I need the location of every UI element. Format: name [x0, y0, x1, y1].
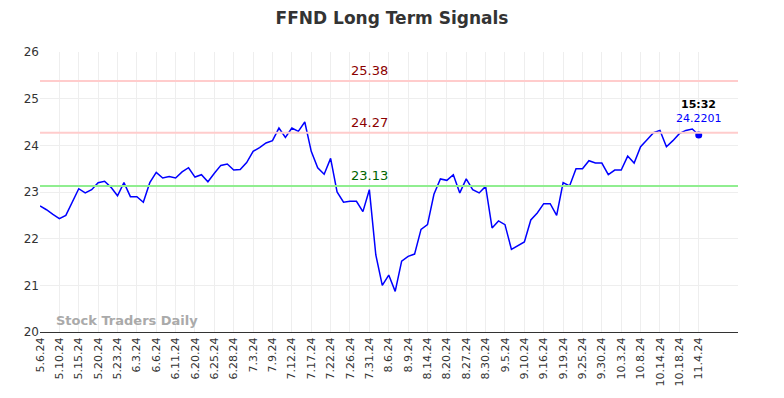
- svg-text:8.20.24: 8.20.24: [440, 337, 453, 379]
- svg-text:22: 22: [24, 232, 39, 246]
- svg-text:26: 26: [24, 45, 39, 59]
- svg-text:9.10.24: 9.10.24: [518, 337, 531, 379]
- svg-text:7.26.24: 7.26.24: [344, 337, 357, 379]
- svg-text:10.14.24: 10.14.24: [654, 337, 667, 386]
- svg-text:6.28.24: 6.28.24: [227, 337, 240, 379]
- svg-text:8.14.24: 8.14.24: [421, 337, 434, 379]
- svg-text:10.3.24: 10.3.24: [615, 337, 628, 379]
- svg-text:FFND Long Term Signals: FFND Long Term Signals: [276, 8, 509, 28]
- svg-text:23.13: 23.13: [351, 168, 388, 183]
- svg-text:20: 20: [24, 325, 39, 339]
- svg-text:5.23.24: 5.23.24: [111, 337, 124, 379]
- svg-text:24: 24: [24, 139, 39, 153]
- svg-text:15:32: 15:32: [681, 98, 716, 111]
- svg-text:9.19.24: 9.19.24: [557, 337, 570, 379]
- svg-text:8.9.24: 8.9.24: [402, 337, 415, 372]
- svg-text:6.11.24: 6.11.24: [169, 337, 182, 379]
- svg-text:21: 21: [24, 279, 39, 293]
- svg-text:7.3.24: 7.3.24: [247, 337, 260, 372]
- svg-text:7.9.24: 7.9.24: [266, 337, 279, 372]
- svg-text:8.30.24: 8.30.24: [479, 337, 492, 379]
- svg-text:11.4.24: 11.4.24: [692, 337, 705, 379]
- svg-text:Stock Traders Daily: Stock Traders Daily: [56, 313, 198, 328]
- svg-text:9.25.24: 9.25.24: [576, 337, 589, 379]
- svg-text:7.12.24: 7.12.24: [285, 337, 298, 379]
- svg-text:9.16.24: 9.16.24: [537, 337, 550, 379]
- svg-text:25.38: 25.38: [351, 63, 388, 78]
- svg-text:7.17.24: 7.17.24: [305, 337, 318, 379]
- svg-text:9.5.24: 9.5.24: [499, 337, 512, 372]
- svg-text:5.6.24: 5.6.24: [34, 337, 47, 372]
- svg-text:5.20.24: 5.20.24: [92, 337, 105, 379]
- svg-text:24.27: 24.27: [351, 115, 388, 130]
- svg-text:25: 25: [24, 92, 39, 106]
- svg-text:23: 23: [24, 185, 39, 199]
- svg-text:6.20.24: 6.20.24: [189, 337, 202, 379]
- svg-text:8.6.24: 8.6.24: [382, 337, 395, 372]
- svg-text:10.18.24: 10.18.24: [673, 337, 686, 386]
- svg-text:5.15.24: 5.15.24: [72, 337, 85, 379]
- svg-text:6.6.24: 6.6.24: [150, 337, 163, 372]
- svg-text:9.30.24: 9.30.24: [595, 337, 608, 379]
- svg-text:24.2201: 24.2201: [676, 112, 722, 125]
- svg-text:10.8.24: 10.8.24: [634, 337, 647, 379]
- svg-text:8.27.24: 8.27.24: [460, 337, 473, 379]
- svg-text:6.3.24: 6.3.24: [130, 337, 143, 372]
- svg-text:7.22.24: 7.22.24: [324, 337, 337, 379]
- svg-text:7.31.24: 7.31.24: [363, 337, 376, 379]
- svg-text:5.10.24: 5.10.24: [53, 337, 66, 379]
- svg-text:6.25.24: 6.25.24: [208, 337, 221, 379]
